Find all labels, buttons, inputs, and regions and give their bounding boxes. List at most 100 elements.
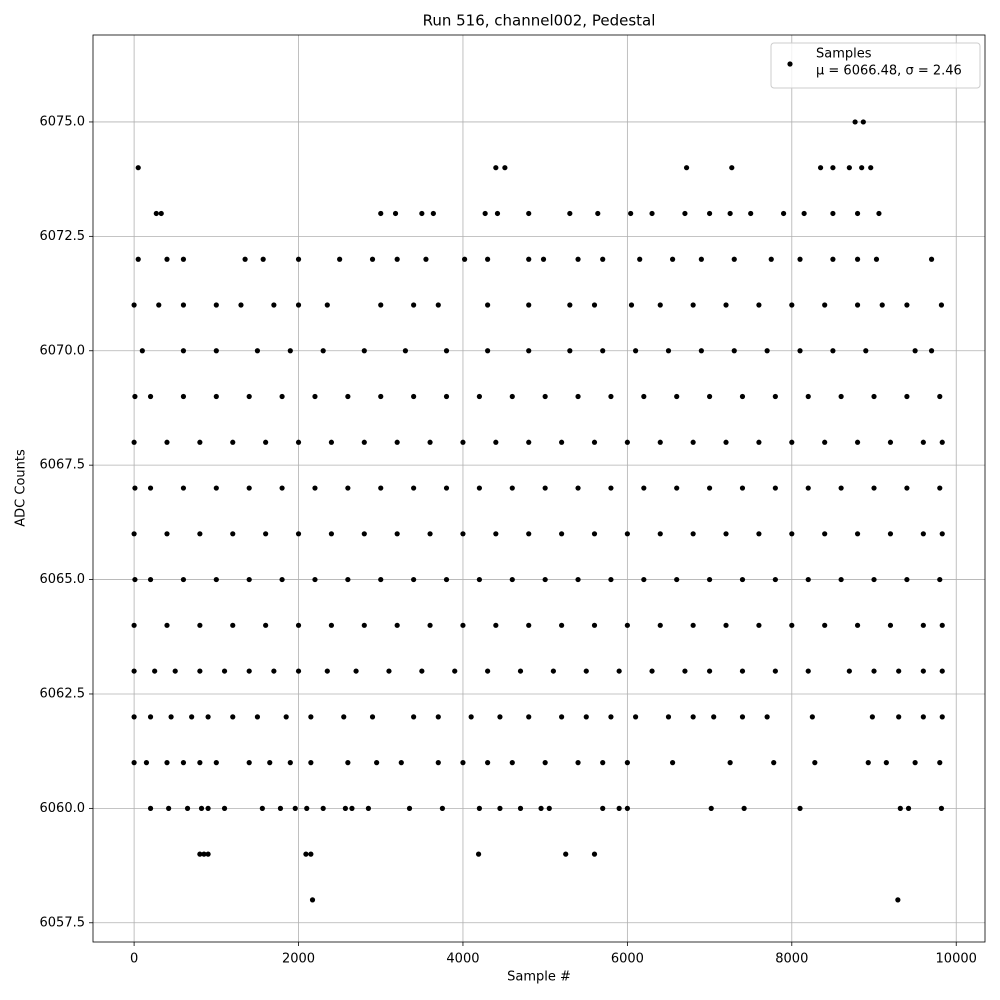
data-point xyxy=(731,348,737,354)
data-point xyxy=(937,760,943,766)
points xyxy=(131,119,945,903)
data-point xyxy=(690,714,696,720)
data-point xyxy=(876,210,882,217)
data-point xyxy=(628,302,635,308)
data-point xyxy=(485,256,491,262)
data-point xyxy=(912,760,918,766)
data-point xyxy=(838,576,844,583)
data-point xyxy=(361,348,367,354)
data-point xyxy=(904,576,910,583)
data-point xyxy=(797,805,803,811)
data-point xyxy=(690,439,696,445)
data-point xyxy=(452,668,458,674)
data-point xyxy=(497,714,503,720)
data-point xyxy=(147,714,154,720)
plot-frame xyxy=(92,34,986,943)
data-point xyxy=(158,210,164,217)
data-point xyxy=(230,622,236,628)
data-point xyxy=(197,851,203,857)
data-point xyxy=(131,622,137,628)
data-point xyxy=(608,393,614,400)
data-point xyxy=(328,531,335,537)
data-point xyxy=(637,256,643,262)
data-point xyxy=(435,760,441,766)
data-point xyxy=(342,805,348,811)
data-point xyxy=(846,165,852,171)
data-point xyxy=(739,485,746,491)
data-point xyxy=(526,210,532,217)
data-point xyxy=(238,302,244,308)
data-point xyxy=(180,302,187,308)
data-point xyxy=(345,576,351,583)
data-point xyxy=(768,256,774,262)
data-point xyxy=(435,302,441,308)
data-point xyxy=(854,302,861,308)
data-point xyxy=(443,485,450,491)
data-point xyxy=(920,531,926,537)
data-point xyxy=(674,393,680,400)
data-point xyxy=(292,805,298,811)
data-point xyxy=(852,119,858,125)
data-point xyxy=(230,439,236,445)
data-point xyxy=(485,760,491,766)
data-point xyxy=(246,760,252,766)
y-tick-label: 6065.0 xyxy=(40,572,86,587)
data-point xyxy=(341,714,347,720)
data-point xyxy=(308,714,314,720)
data-point xyxy=(669,760,676,766)
data-point xyxy=(859,165,865,171)
data-point xyxy=(213,760,219,766)
data-point xyxy=(517,668,524,674)
data-point xyxy=(312,393,318,400)
data-point xyxy=(439,805,446,811)
data-point xyxy=(378,302,384,308)
data-point xyxy=(324,302,330,308)
data-point xyxy=(838,485,844,491)
data-point xyxy=(164,760,170,766)
data-point xyxy=(887,439,894,445)
data-point xyxy=(772,485,778,491)
data-point xyxy=(641,485,647,491)
data-point xyxy=(624,805,630,811)
data-point xyxy=(423,256,429,262)
data-point xyxy=(896,714,902,720)
data-point xyxy=(482,210,488,217)
data-point xyxy=(132,485,138,491)
data-point xyxy=(822,622,828,628)
data-point xyxy=(550,668,556,674)
data-point xyxy=(937,485,943,491)
data-point xyxy=(690,622,696,628)
data-point xyxy=(600,760,606,766)
data-point xyxy=(641,393,647,400)
data-point xyxy=(430,210,436,217)
data-point xyxy=(263,439,269,445)
data-point xyxy=(649,668,655,674)
data-point xyxy=(147,576,154,583)
data-point xyxy=(328,439,335,445)
data-point xyxy=(939,622,945,628)
data-point xyxy=(386,668,392,674)
data-point xyxy=(435,714,441,720)
data-point xyxy=(267,760,273,766)
data-point xyxy=(287,348,293,354)
data-point xyxy=(147,805,154,811)
data-point xyxy=(180,256,187,262)
data-point xyxy=(690,302,696,308)
data-point xyxy=(295,531,302,537)
data-point xyxy=(497,805,503,811)
data-point xyxy=(871,576,877,583)
data-point xyxy=(708,805,714,811)
data-point xyxy=(189,714,195,720)
data-point xyxy=(805,393,811,400)
data-point xyxy=(665,348,672,354)
data-point xyxy=(295,439,302,445)
data-point xyxy=(869,714,875,720)
data-point xyxy=(542,576,548,583)
data-point xyxy=(131,302,137,308)
data-point xyxy=(706,393,713,400)
data-point xyxy=(563,851,569,857)
data-point xyxy=(583,714,589,720)
data-point xyxy=(575,485,581,491)
data-point xyxy=(476,805,482,811)
data-point xyxy=(164,256,170,262)
